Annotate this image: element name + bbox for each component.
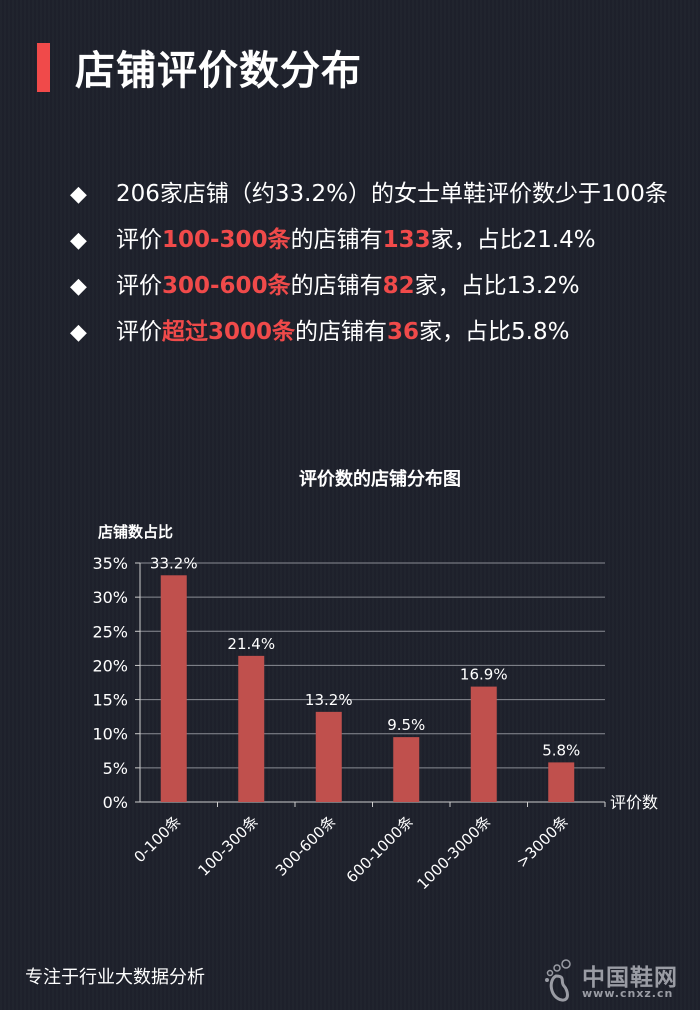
x-tick-label: 100-300条 xyxy=(194,812,262,880)
bullet-text: 家，占比13.2% xyxy=(414,273,580,299)
data-label: 13.2% xyxy=(305,691,353,709)
page-title: 店铺评价数分布 xyxy=(75,48,362,94)
highlight-text: 超过3000条 xyxy=(162,319,296,345)
data-label: 9.5% xyxy=(387,716,425,734)
logo: 中国鞋网 www.cnxz.cn xyxy=(540,958,690,1003)
footprint-icon xyxy=(545,959,571,1002)
diamond-icon: ◆ xyxy=(70,320,87,345)
data-label: 33.2% xyxy=(150,554,198,572)
y-tick-label: 0% xyxy=(103,793,128,812)
x-tick-label: 1000-3000条 xyxy=(413,812,494,893)
data-label: 16.9% xyxy=(460,666,508,684)
diamond-icon: ◆ xyxy=(70,228,87,253)
y-tick-label: 15% xyxy=(92,691,128,710)
bar xyxy=(470,686,497,802)
bullet-item: ◆ 评价100-300条的店铺有133家，占比21.4% xyxy=(70,224,690,257)
bar xyxy=(160,575,187,802)
bullet-list: ◆ 206家店铺（约33.2%）的女士单鞋评价数少于100条 ◆ 评价100-300条… xyxy=(70,178,690,362)
bullet-text: 206家店铺（约33.2%）的女士单鞋评价数少于100条 xyxy=(116,181,668,207)
footer-slogan: 专注于行业大数据分析 xyxy=(25,967,205,988)
y-tick-label: 30% xyxy=(92,588,128,607)
bar xyxy=(393,737,420,802)
bullet-text: 家，占比5.8% xyxy=(419,319,570,345)
highlight-text: 100-300条 xyxy=(162,227,291,253)
bar xyxy=(238,655,265,802)
diamond-icon: ◆ xyxy=(70,274,87,299)
bar xyxy=(548,762,575,802)
logo-name: 中国鞋网 xyxy=(582,965,678,991)
y-axis-label: 店铺数占比 xyxy=(98,523,173,541)
y-tick-label: 20% xyxy=(92,656,128,675)
highlight-text: 133 xyxy=(382,227,431,253)
bullet-item: ◆ 评价超过3000条的店铺有36家，占比5.8% xyxy=(70,316,690,349)
bullet-text: 的店铺有 xyxy=(295,319,388,345)
x-tick-label: >3000条 xyxy=(513,812,572,871)
bullet-text: 评价 xyxy=(116,227,162,253)
bar xyxy=(315,711,342,802)
highlight-text: 82 xyxy=(382,273,415,299)
x-tick-label: 300-600条 xyxy=(272,812,340,880)
y-tick-label: 5% xyxy=(103,759,128,778)
diamond-icon: ◆ xyxy=(70,182,87,207)
bar-chart: 评价数的店铺分布图 店铺数占比 评价数 0% 5% 10% 15% 20% 25% 30% 3… xyxy=(92,468,658,893)
y-tick-label: 35% xyxy=(92,554,128,573)
title-accent-bar xyxy=(37,43,50,92)
logo-url: www.cnxz.cn xyxy=(582,987,674,1000)
y-tick-label: 25% xyxy=(92,622,128,641)
bullet-text: 的店铺有 xyxy=(290,273,383,299)
highlight-text: 36 xyxy=(387,319,420,345)
bullet-text: 评价 xyxy=(116,319,162,345)
bullet-item: ◆ 评价300-600条的店铺有82家，占比13.2% xyxy=(70,270,690,303)
highlight-text: 300-600条 xyxy=(162,273,291,299)
bullet-item: ◆ 206家店铺（约33.2%）的女士单鞋评价数少于100条 xyxy=(70,178,690,211)
bullet-text: 家，占比21.4% xyxy=(430,227,596,253)
x-tick-label: 600-1000条 xyxy=(343,812,417,886)
chart-title: 评价数的店铺分布图 xyxy=(299,468,461,490)
data-label: 21.4% xyxy=(227,635,275,653)
bullet-text: 评价 xyxy=(116,273,162,299)
y-tick-label: 10% xyxy=(92,725,128,744)
data-label: 5.8% xyxy=(542,741,580,759)
x-axis-label: 评价数 xyxy=(610,793,658,812)
bullet-text: 的店铺有 xyxy=(290,227,383,253)
x-tick-label: 0-100条 xyxy=(130,812,184,866)
